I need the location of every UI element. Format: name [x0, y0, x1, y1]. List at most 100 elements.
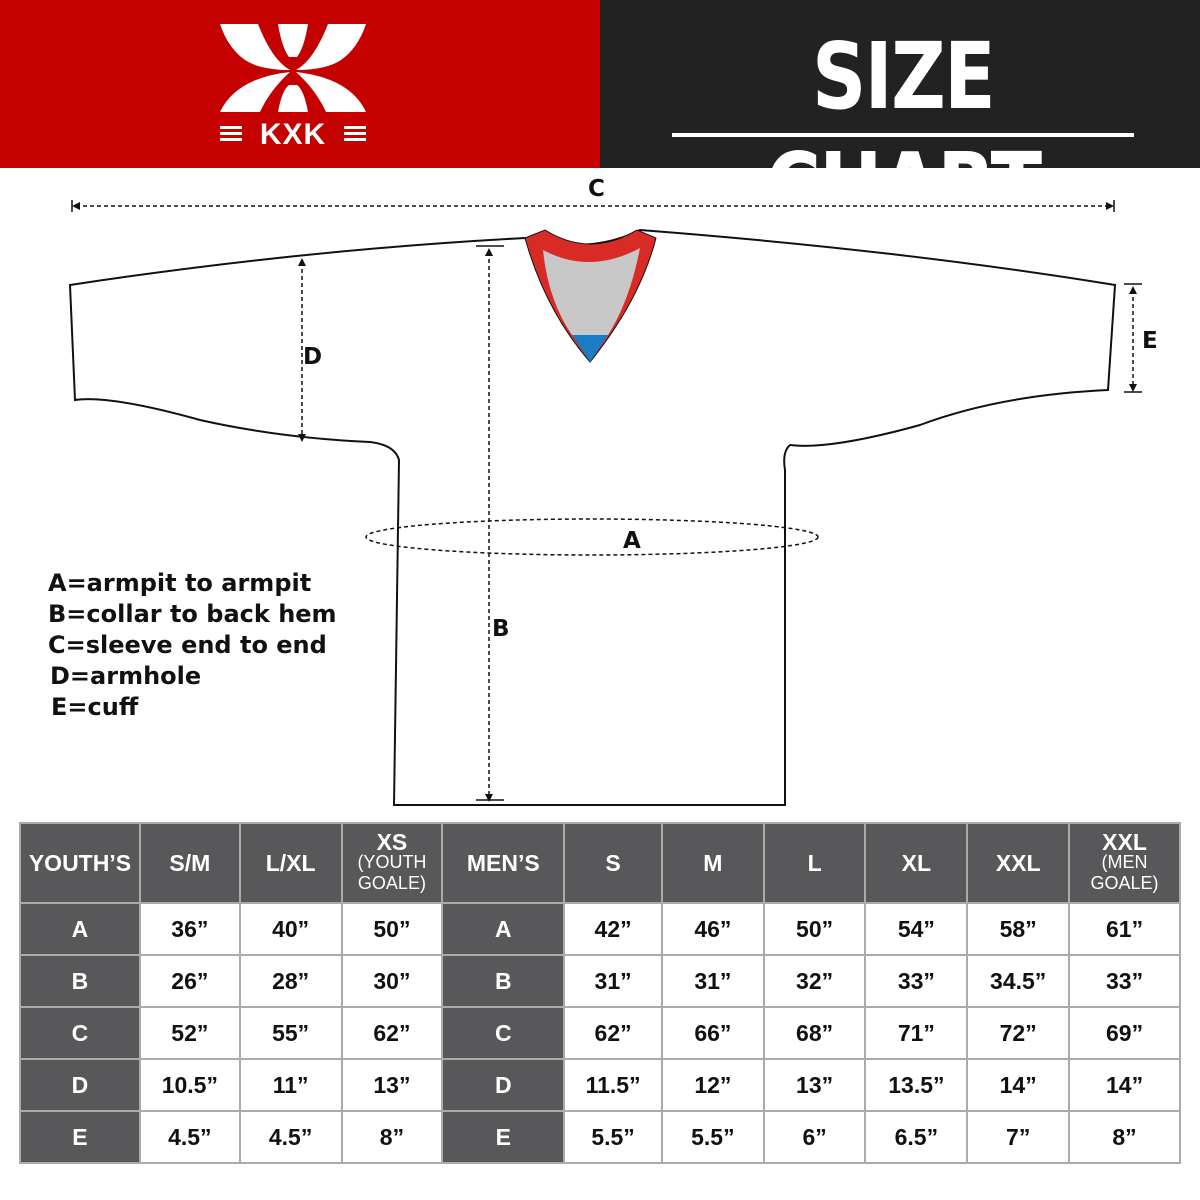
- measurement-cell: 13.5”: [864, 1058, 969, 1112]
- youth-header-text: YOUTH’S: [28, 850, 132, 876]
- size-header-text: XXL: [995, 850, 1041, 876]
- row-label-text: A: [494, 915, 512, 942]
- size-header: XL: [864, 822, 969, 904]
- size-header-text: XL: [901, 850, 932, 876]
- measurement-cell-text: 31”: [594, 967, 632, 994]
- row-label: D: [19, 1058, 141, 1112]
- table-row: A 36” 40” 50” A 42” 46” 50” 54” 58” 61”: [19, 902, 1181, 956]
- measurement-cell: 52”: [138, 1006, 241, 1060]
- measurement-cell-text: 28”: [272, 967, 310, 994]
- size-header: L: [762, 822, 867, 904]
- measurement-cell: 46”: [660, 902, 765, 956]
- measurement-cell: 13”: [762, 1058, 867, 1112]
- measurement-cell: 54”: [864, 902, 969, 956]
- measurement-cell-text: 40”: [272, 915, 310, 942]
- youth-header: YOUTH’S: [19, 822, 141, 904]
- label-e: E: [1142, 328, 1158, 354]
- measurement-cell-text: 69”: [1106, 1019, 1144, 1046]
- size-header-subtext: (YOUTH GOALE): [357, 852, 427, 893]
- size-header-text: L: [807, 850, 822, 876]
- row-label-text: B: [71, 967, 89, 994]
- measurement-cell: 66”: [660, 1006, 765, 1060]
- measurement-cell-text: 62”: [373, 1019, 411, 1046]
- row-label-text: E: [495, 1123, 511, 1150]
- label-d: D: [303, 344, 323, 370]
- measurement-cell-text: 36”: [171, 915, 209, 942]
- measurement-cell-text: 33”: [1106, 967, 1144, 994]
- measurement-cell-text: 14”: [999, 1071, 1037, 1098]
- size-header-text: M: [703, 850, 723, 876]
- label-c: C: [588, 176, 605, 202]
- measurement-cell-text: 50”: [373, 915, 411, 942]
- measurement-cell: 32”: [762, 954, 867, 1008]
- row-label: A: [19, 902, 141, 956]
- measurement-cell-text: 5.5”: [591, 1123, 635, 1150]
- legend-item: D=armhole: [50, 662, 202, 690]
- measurement-cell-text: 4.5”: [168, 1123, 212, 1150]
- measurement-cell: 14”: [966, 1058, 1071, 1112]
- legend-item: A=armpit to armpit: [48, 569, 312, 597]
- measurement-cell: 31”: [660, 954, 765, 1008]
- measurement-cell: 68”: [762, 1006, 867, 1060]
- measurement-cell: 12”: [660, 1058, 765, 1112]
- measurement-cell-text: 46”: [694, 915, 732, 942]
- size-header-text: XS: [376, 829, 408, 855]
- measurement-cell-text: 55”: [272, 1019, 310, 1046]
- measurement-cell: 5.5”: [563, 1110, 663, 1164]
- measurement-cell-text: 50”: [796, 915, 834, 942]
- size-header: S/M: [138, 822, 241, 904]
- size-header: L/XL: [238, 822, 343, 904]
- table-row: B 26” 28” 30” B 31” 31” 32” 33” 34.5” 33”: [19, 954, 1181, 1008]
- table-row: C 52” 55” 62” C 62” 66” 68” 71” 72” 69”: [19, 1006, 1181, 1060]
- table-header-row: YOUTH’S S/M L/XL XS (YOUTH GOALE) MEN’S S M L XL X…: [19, 822, 1181, 904]
- page-title: SIZE CHART: [765, 23, 1042, 240]
- measurement-cell-text: 26”: [171, 967, 209, 994]
- measurement-cell-text: 54”: [897, 915, 935, 942]
- measurement-cell: 72”: [966, 1006, 1071, 1060]
- measurement-cell: 30”: [340, 954, 444, 1008]
- measurement-cell: 8”: [1068, 1110, 1181, 1164]
- row-label-text: E: [72, 1123, 88, 1150]
- measurement-cell-text: 68”: [796, 1019, 834, 1046]
- measurement-cell: 4.5”: [238, 1110, 343, 1164]
- measurement-cell-text: 13.5”: [888, 1071, 945, 1098]
- row-label: C: [19, 1006, 141, 1060]
- label-a: A: [623, 528, 641, 554]
- measurement-cell: 40”: [238, 902, 343, 956]
- measurement-cell-text: 10.5”: [161, 1071, 218, 1098]
- measurement-cell: 50”: [340, 902, 444, 956]
- measurement-cell: 34.5”: [966, 954, 1071, 1008]
- row-label-text: C: [494, 1019, 512, 1046]
- row-label: B: [19, 954, 141, 1008]
- measurement-cell-text: 6”: [802, 1123, 827, 1150]
- size-header-text: XXL: [1102, 829, 1147, 855]
- row-label-text: A: [71, 915, 89, 942]
- legend-item: E=cuff: [51, 693, 139, 721]
- measurement-cell-text: 32”: [796, 967, 834, 994]
- table-row: D 10.5” 11” 13” D 11.5” 12” 13” 13.5” 14” 14”: [19, 1058, 1181, 1112]
- measurement-cell-text: 12”: [694, 1071, 732, 1098]
- measurement-cell: 5.5”: [660, 1110, 765, 1164]
- measurement-cell-text: 71”: [897, 1019, 935, 1046]
- measurement-cell-text: 66”: [694, 1019, 732, 1046]
- size-header-text: S/M: [169, 850, 211, 876]
- measurement-cell: 10.5”: [138, 1058, 241, 1112]
- size-table: YOUTH’S S/M L/XL XS (YOUTH GOALE) MEN’S S M L XL X…: [19, 822, 1181, 1164]
- measurement-cell-text: 58”: [999, 915, 1037, 942]
- measurement-cell-text: 30”: [373, 967, 411, 994]
- measurement-cell: 58”: [966, 902, 1071, 956]
- measurement-cell-text: 13”: [796, 1071, 834, 1098]
- measurement-cell: 62”: [563, 1006, 663, 1060]
- measurement-cell: 42”: [563, 902, 663, 956]
- size-header-text: S: [605, 850, 621, 876]
- measurement-cell: 33”: [1068, 954, 1181, 1008]
- measurement-cell: 26”: [138, 954, 241, 1008]
- men-header: MEN’S: [441, 822, 566, 904]
- size-header: XXL: [966, 822, 1071, 904]
- measurement-cell: 7”: [966, 1110, 1071, 1164]
- measurement-cell-text: 52”: [171, 1019, 209, 1046]
- jersey-diagram: [68, 200, 1142, 806]
- measurement-cell: 11”: [238, 1058, 343, 1112]
- title-underline: [672, 133, 1134, 137]
- row-label: B: [441, 954, 566, 1008]
